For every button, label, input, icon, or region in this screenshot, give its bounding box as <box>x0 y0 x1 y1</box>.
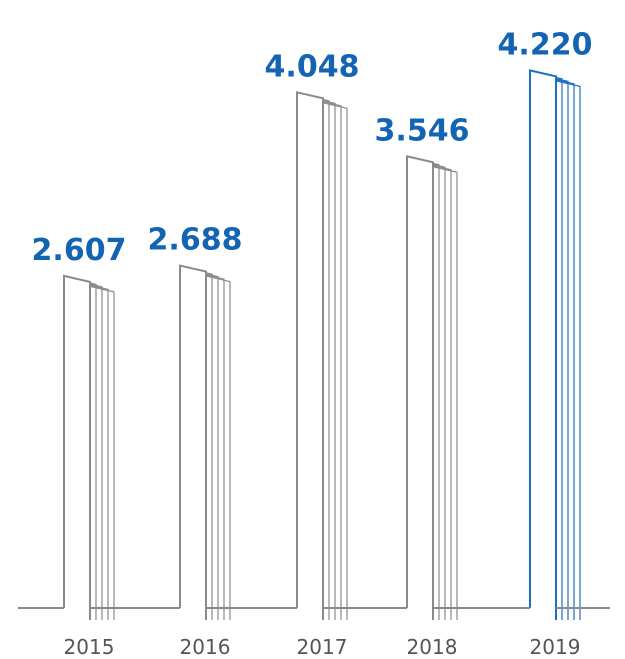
bar-2017 <box>296 91 348 620</box>
bar-2015 <box>63 274 115 620</box>
bars-group <box>63 69 581 620</box>
value-labels-group: 2.607 2.688 4.048 3.546 4.220 <box>32 27 593 267</box>
bar-layer <box>320 101 348 620</box>
value-label-2015: 2.607 <box>32 233 127 268</box>
bar-layer <box>553 79 581 620</box>
bar-2019 <box>529 69 581 620</box>
x-tick-label-2019: 2019 <box>530 635 581 659</box>
bar-2018 <box>406 155 458 620</box>
x-tick-label-2016: 2016 <box>180 635 231 659</box>
bar-layer <box>406 155 434 620</box>
value-label-2019: 4.220 <box>498 27 593 62</box>
bar-layer <box>63 274 91 620</box>
bar-layer <box>203 274 231 620</box>
bar-layer <box>87 285 115 620</box>
x-tick-label-2018: 2018 <box>407 635 458 659</box>
x-tick-label-2017: 2017 <box>297 635 348 659</box>
bar-layer <box>179 264 207 620</box>
bar-layer <box>430 165 458 620</box>
value-label-2016: 2.688 <box>148 223 243 258</box>
value-label-2018: 3.546 <box>375 113 470 148</box>
bar-layer <box>296 91 324 620</box>
tick-labels-group: 2015 2016 2017 2018 2019 <box>64 635 581 659</box>
bar-layer <box>529 69 557 620</box>
bar-2016 <box>179 264 231 620</box>
value-label-2017: 4.048 <box>265 49 360 84</box>
x-tick-label-2015: 2015 <box>64 635 115 659</box>
